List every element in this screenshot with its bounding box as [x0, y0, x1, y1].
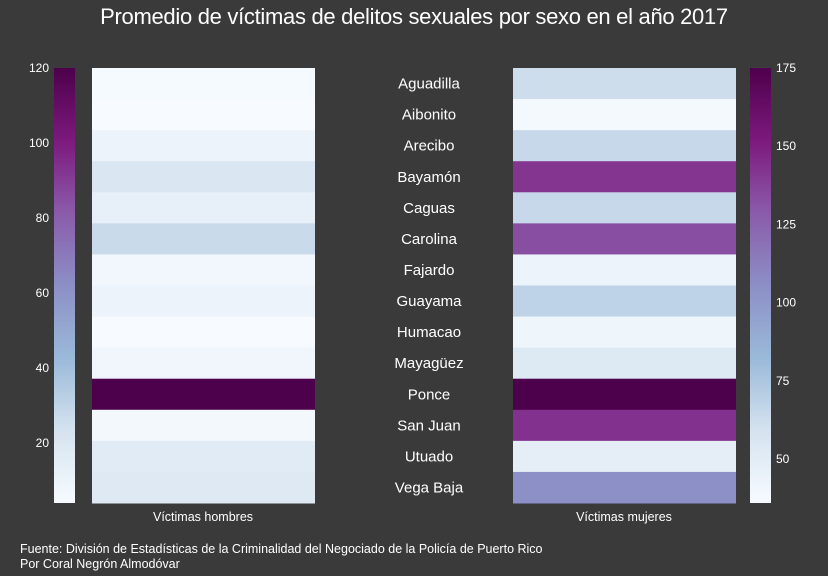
colorbar-mujeres: 50 75 100 125 150 175 [750, 61, 796, 503]
heatmap-cell [92, 223, 315, 255]
row-label: Mayagüez [394, 355, 463, 372]
heatmap-cell [513, 192, 736, 224]
colorbar-tick-label: 100 [29, 136, 49, 150]
colorbar-tick-label: 175 [776, 61, 796, 75]
heatmap-cell [92, 347, 315, 380]
row-label: Fajardo [404, 262, 455, 279]
row-label: Bayamón [397, 169, 460, 186]
source-note: Fuente: División de Estadísticas de la C… [20, 542, 543, 556]
colorbar-hombres: 20 40 60 80 100 120 [29, 61, 75, 503]
chart-title: Promedio de víctimas de delitos sexuales… [100, 4, 728, 29]
row-label: Humacao [397, 324, 461, 341]
colorbar-tick-label: 75 [776, 374, 790, 388]
colorbar-tick-label: 20 [36, 436, 50, 450]
column-label: Víctimas mujeres [576, 510, 672, 524]
heatmap-cell [513, 285, 736, 318]
heatmap-cell [513, 347, 736, 380]
colorbar-tick-label: 80 [36, 211, 50, 225]
heatmap-cell [513, 409, 736, 442]
heatmap-cell [513, 130, 736, 162]
heatmap-cell [92, 378, 315, 411]
heatmap-cells-hombres [92, 68, 315, 504]
row-label: Caguas [403, 200, 455, 217]
heatmap-cell [92, 440, 315, 473]
heatmap-cell [92, 192, 315, 224]
heatmap-cell [92, 316, 315, 349]
heatmap-cell [513, 316, 736, 349]
row-labels: Aguadilla Aibonito Arecibo Bayamón Caguas Car… [394, 76, 463, 497]
colorbar-tick-label: 125 [776, 217, 796, 231]
author-note: Por Coral Negrón Almodóvar [20, 557, 180, 571]
colorbar-tick-label: 60 [36, 286, 50, 300]
colorbar-gradient [54, 68, 75, 503]
row-label: Vega Baja [395, 479, 464, 496]
heatmap-cell [513, 223, 736, 255]
heatmap-cell [513, 378, 736, 411]
colorbar-tick-label: 50 [776, 452, 790, 466]
row-label: Ponce [408, 386, 451, 403]
colorbar-tick-label: 40 [36, 361, 50, 375]
colorbar-gradient [750, 68, 771, 503]
row-label: Utuado [405, 448, 453, 465]
heatmap-cell [92, 99, 315, 131]
column-labels: Víctimas hombres Víctimas mujeres [153, 510, 672, 524]
row-label: Guayama [396, 293, 462, 310]
row-label: San Juan [397, 417, 460, 434]
heatmap-cell [92, 471, 315, 504]
heatmap-cell [92, 409, 315, 442]
heatmap-cell [92, 254, 315, 286]
heatmap-cell [92, 285, 315, 318]
heatmap-cell [513, 161, 736, 193]
heatmap-cell [92, 68, 315, 100]
row-label: Carolina [401, 231, 458, 248]
colorbar-tick-label: 120 [29, 61, 49, 75]
heatmap-cell [513, 254, 736, 286]
row-label: Arecibo [404, 138, 455, 155]
heatmap-cell [92, 130, 315, 162]
column-label: Víctimas hombres [153, 510, 253, 524]
colorbar-tick-label: 150 [776, 139, 796, 153]
heatmap-cell [92, 161, 315, 193]
colorbar-tick-label: 100 [776, 296, 796, 310]
heatmap-cell [513, 471, 736, 504]
heatmap-cells-mujeres [513, 68, 736, 504]
heatmap-cell [513, 68, 736, 100]
row-label: Aibonito [402, 107, 456, 124]
heatmap-cell [513, 99, 736, 131]
heatmap-cell [513, 440, 736, 473]
row-label: Aguadilla [398, 76, 460, 93]
